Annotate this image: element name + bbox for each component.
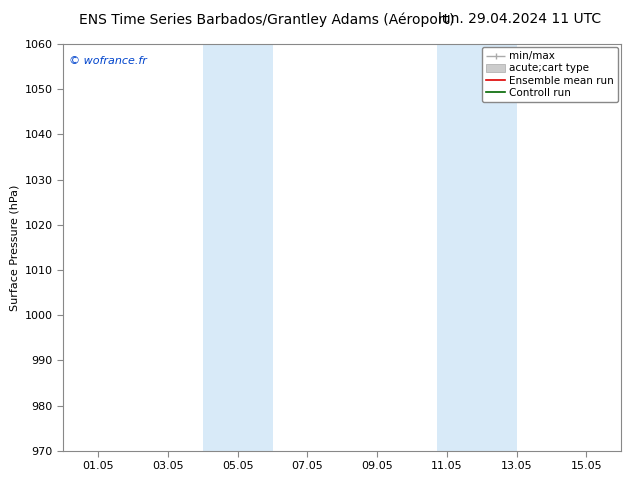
Bar	[203, 44, 273, 451]
Text: lun. 29.04.2024 11 UTC: lun. 29.04.2024 11 UTC	[438, 12, 602, 26]
Text: © wofrance.fr: © wofrance.fr	[69, 56, 147, 66]
Y-axis label: Surface Pressure (hPa): Surface Pressure (hPa)	[10, 184, 19, 311]
Legend: min/max, acute;cart type, Ensemble mean run, Controll run: min/max, acute;cart type, Ensemble mean …	[482, 47, 618, 102]
Text: ENS Time Series Barbados/Grantley Adams (Aéroport): ENS Time Series Barbados/Grantley Adams …	[79, 12, 454, 27]
Bar	[436, 44, 517, 451]
